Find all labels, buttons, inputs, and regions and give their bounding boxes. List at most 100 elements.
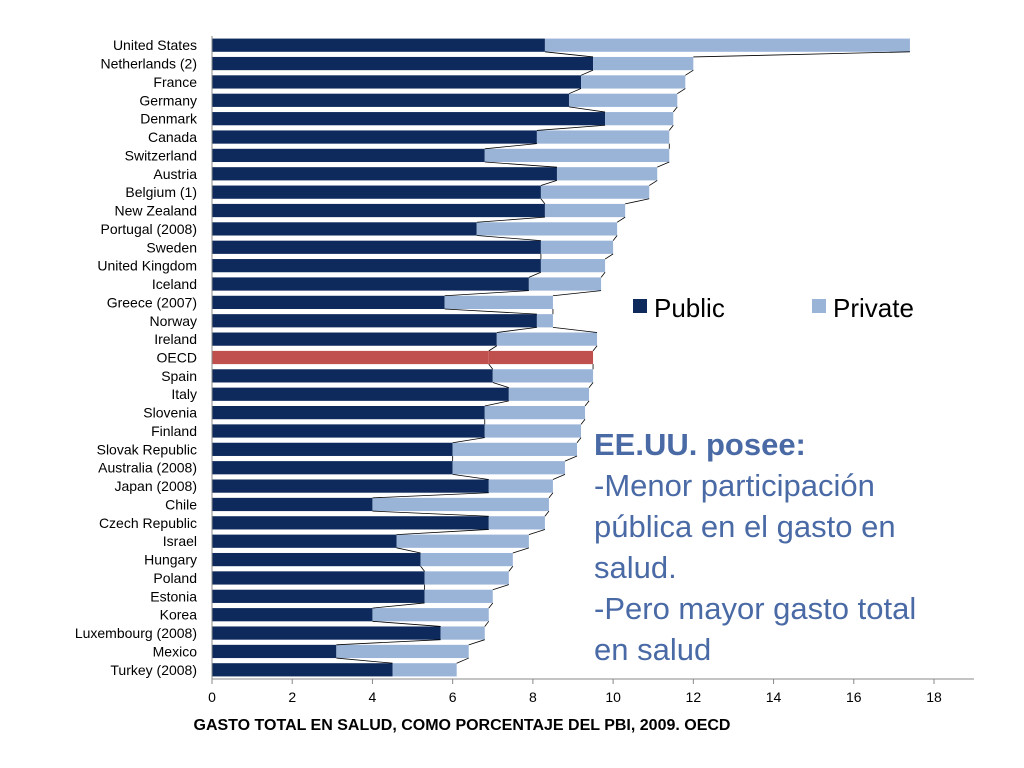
x-tick-label: 6 <box>449 689 457 705</box>
category-label: Finland <box>151 423 197 439</box>
series-line-public <box>540 180 558 186</box>
bar-public <box>212 277 529 291</box>
bar-public <box>212 295 445 309</box>
x-tick-label: 14 <box>766 689 782 705</box>
bar-private <box>476 222 618 236</box>
series-line-public <box>496 326 537 333</box>
bar-private <box>496 332 598 346</box>
legend-label-public: Public <box>654 293 725 323</box>
bar-public <box>212 406 485 420</box>
series-line-public <box>476 235 541 242</box>
callout-line: -Pero mayor gasto total <box>594 591 917 626</box>
category-label: Germany <box>139 92 197 108</box>
callout-title: EE.UU. posee: <box>594 427 806 462</box>
series-line-public <box>488 363 494 370</box>
bar-private <box>452 461 565 475</box>
category-label: Australia (2008) <box>98 460 197 476</box>
bar-private <box>492 369 594 383</box>
x-tick-label: 10 <box>605 689 621 705</box>
category-label: Czech Republic <box>99 515 197 531</box>
bar-public <box>212 240 541 254</box>
bar-public <box>212 663 393 677</box>
category-label: United States <box>113 37 197 53</box>
series-line-public <box>568 106 606 113</box>
bar-public <box>212 534 397 548</box>
series-line-public <box>484 143 537 150</box>
series-line-total <box>612 235 618 241</box>
category-label: Estonia <box>150 588 197 604</box>
category-label: France <box>153 74 197 90</box>
category-label: Norway <box>150 313 197 329</box>
legend-swatch-private <box>812 299 826 313</box>
bar-private <box>540 185 650 199</box>
bar-public <box>212 608 373 622</box>
bar-public <box>212 424 485 438</box>
category-label: Chile <box>165 496 197 512</box>
bar-public <box>212 75 582 89</box>
x-tick-label: 18 <box>926 689 942 705</box>
category-label: Austria <box>153 166 197 182</box>
bar-private <box>544 38 910 52</box>
bar-public <box>212 314 537 328</box>
category-label: Slovak Republic <box>97 441 197 457</box>
callout-line: en salud <box>594 632 712 667</box>
series-line-public <box>484 400 509 407</box>
series-line-total <box>677 88 686 95</box>
bar-private <box>420 552 513 567</box>
callout-line: pública en el gasto en <box>594 509 896 544</box>
series-line-total <box>456 657 469 664</box>
category-label: Slovenia <box>143 405 197 421</box>
bar-private <box>488 516 545 530</box>
category-label: OECD <box>157 350 197 366</box>
series-line-public <box>452 473 489 480</box>
bar-public <box>212 552 421 567</box>
bar-private <box>440 626 485 640</box>
category-label: Sweden <box>146 239 197 255</box>
bar-private <box>484 424 582 438</box>
series-line-total <box>693 51 910 58</box>
series-line-public <box>336 639 441 646</box>
category-label: Netherlands (2) <box>101 56 198 72</box>
category-label: Israel <box>163 533 197 549</box>
bar-public <box>212 222 477 236</box>
x-tick-label: 12 <box>686 689 702 705</box>
series-line-total <box>625 198 650 205</box>
bar-public <box>212 332 497 346</box>
category-label: Canada <box>148 129 197 145</box>
bar-public <box>212 93 569 107</box>
series-line-public <box>488 345 498 352</box>
series-line-public <box>444 290 529 297</box>
bar-public <box>212 644 337 659</box>
series-line-public <box>336 657 393 664</box>
series-line-total <box>552 290 602 297</box>
bar-private <box>593 56 694 71</box>
series-line-public <box>568 88 582 95</box>
legend-swatch-public <box>633 299 647 313</box>
bar-private <box>484 406 586 420</box>
category-label: Japan (2008) <box>114 478 197 494</box>
bar-public <box>212 626 441 640</box>
bar-private <box>536 130 670 144</box>
category-label: Portugal (2008) <box>100 221 197 237</box>
bar-private <box>424 589 493 603</box>
category-label: Greece (2007) <box>107 294 197 310</box>
bar-private <box>605 112 674 126</box>
legend: Public Private <box>633 293 914 323</box>
series-line-total <box>484 621 490 627</box>
series-line-total <box>685 69 694 76</box>
bar-private <box>444 295 553 309</box>
category-label: Switzerland <box>125 147 197 163</box>
series-line-total <box>492 584 509 591</box>
bar-public <box>212 497 373 512</box>
bar-public <box>212 442 453 456</box>
bar-public <box>212 516 489 530</box>
bar-private <box>336 644 469 659</box>
bar-private <box>581 75 686 89</box>
series-line-public <box>372 492 489 499</box>
bar-public <box>212 571 425 585</box>
x-tick-label: 4 <box>369 689 377 705</box>
series-line-total <box>528 529 546 535</box>
series-line-total <box>488 602 494 609</box>
series-line-public <box>540 198 546 205</box>
bar-public <box>212 130 537 144</box>
